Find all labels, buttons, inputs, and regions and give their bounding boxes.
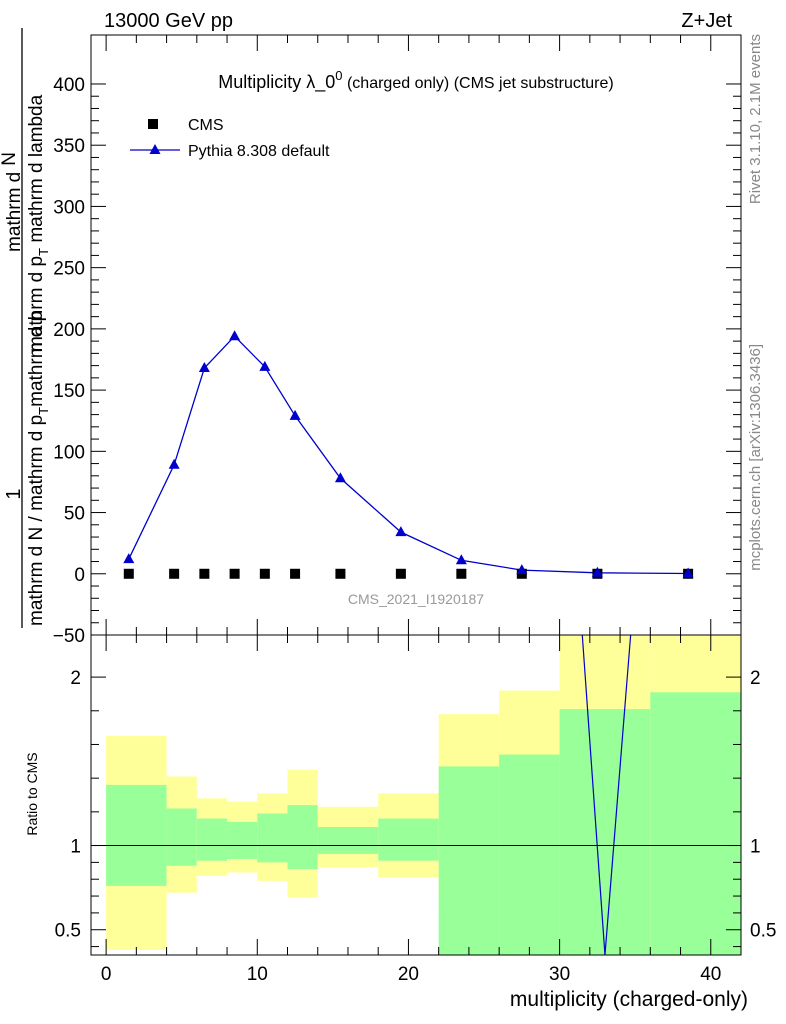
pythia-point: [516, 564, 528, 575]
pythia-point: [591, 566, 603, 577]
pythia-line: [128, 335, 689, 575]
ratio-band-inner: [166, 808, 197, 866]
cms-point: [123, 568, 134, 579]
ratio-band-inner: [227, 821, 258, 859]
pythia-point: [289, 409, 301, 420]
cms-point: [259, 568, 270, 579]
cms-point: [395, 568, 406, 579]
pythia-point: [229, 330, 241, 341]
cms-point: [335, 568, 346, 579]
pythia-point: [123, 553, 135, 564]
analysis-tag: CMS_2021_I1920187: [348, 591, 484, 607]
ratio-ytick-label-right: 1: [750, 837, 761, 858]
xaxis-label: multiplicity (charged-only): [510, 988, 748, 1011]
pythia-point: [395, 526, 407, 537]
ratio-band-inner: [106, 784, 167, 886]
main-ytick-label: 250: [53, 259, 85, 280]
main-panel: −50 0 50 100 150 200 250 300 350 400 Multiplicity…: [0, 28, 742, 647]
legend-cms-marker: [148, 119, 158, 129]
ratio-ytick-label: 0.5: [55, 921, 81, 942]
legend: CMS Pythia 8.308 default: [130, 117, 330, 160]
ratio-band-inner: [499, 754, 560, 955]
main-ytick-label: 50: [64, 504, 85, 525]
ratio-panel: 0.5 0.5 1 1 2 2 0 10 20 30 40 Ratio to CMS multip…: [24, 634, 776, 1011]
mcplots-label: mcplots.cern.ch [arXiv:1306.3436]: [747, 344, 764, 571]
ylabel-line2: mathrm dN: [0, 152, 25, 252]
ratio-ytick-label-right: 0.5: [750, 921, 776, 942]
main-ytick-label: 400: [53, 75, 85, 96]
ratio-band-inner: [378, 818, 439, 861]
cms-point: [199, 568, 210, 579]
main-ytick-label: 300: [53, 197, 85, 218]
ratio-band-inner: [196, 818, 228, 861]
ylabel-line1: mathrm d N / mathrm d pTmathrm d p: [26, 311, 51, 626]
energy-label: 13000 GeV pp: [104, 10, 233, 32]
ratio-band-inner: [287, 805, 318, 870]
pythia-point: [682, 567, 694, 578]
ratio-band-inner: [317, 827, 379, 854]
ratio-xtick-label: 30: [549, 964, 570, 985]
main-ytick-label: 150: [53, 381, 85, 402]
pythia-point: [168, 458, 180, 469]
pythia-point: [455, 554, 467, 565]
ratio-xtick-label: 0: [101, 964, 112, 985]
cms-point: [169, 568, 180, 579]
main-title: Multiplicity λ_00 (charged only) (CMS je…: [218, 68, 613, 93]
ratio-xtick-label: 40: [700, 964, 721, 985]
legend-cms-label: CMS: [188, 117, 224, 134]
process-label: Z+Jet: [681, 10, 732, 32]
ratio-xtick-label: 20: [398, 964, 419, 985]
pythia-point: [334, 472, 346, 483]
legend-pythia-marker: [149, 144, 161, 154]
main-ytick-label: 0: [74, 565, 85, 586]
cms-point: [290, 568, 301, 579]
cms-point: [456, 568, 467, 579]
ylabel-line3: mathrm d pT mathrm d lambda: [26, 94, 51, 352]
ratio-band-inner: [257, 813, 288, 863]
pythia-point: [198, 362, 210, 373]
ratio-ytick-label: 2: [70, 668, 81, 689]
legend-pythia-label: Pythia 8.308 default: [188, 143, 330, 160]
main-ytick-label: −50: [53, 626, 85, 647]
ratio-band-inner: [559, 709, 651, 955]
main-ytick-label: 100: [53, 442, 85, 463]
main-ytick-label: 350: [53, 136, 85, 157]
ratio-xtick-label: 10: [247, 964, 268, 985]
main-ytick-label: 200: [53, 320, 85, 341]
cms-point: [229, 568, 240, 579]
main-ylabel: 1 mathrm d N / mathrm d pTmathrm d p mat…: [0, 28, 51, 628]
pythia-point: [259, 360, 271, 371]
ylabel-numerator: 1: [3, 488, 25, 499]
ratio-ylabel: Ratio to CMS: [24, 752, 40, 835]
ratio-band-inner: [438, 766, 500, 955]
ratio-ytick-label: 1: [70, 837, 81, 858]
rivet-label: Rivet 3.1.10, 2.1M events: [747, 34, 764, 204]
ratio-ytick-label-right: 2: [750, 668, 761, 689]
ratio-band-inner: [650, 692, 741, 955]
ratio-frame: [90, 634, 742, 956]
